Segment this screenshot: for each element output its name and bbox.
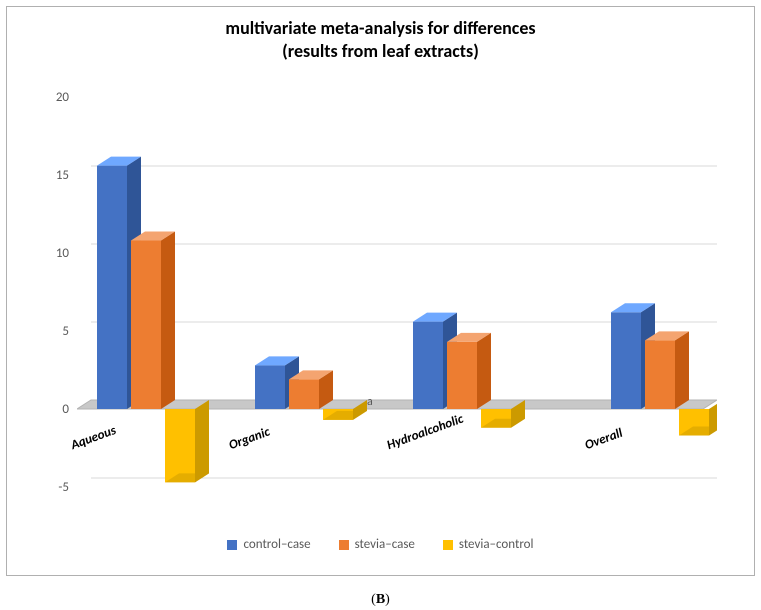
legend-swatch <box>443 540 453 550</box>
page-root: multivariate meta-analysis for differenc… <box>0 0 761 610</box>
y-tick-label: 20 <box>29 90 69 105</box>
y-tick-label: 0 <box>29 402 69 417</box>
legend-swatch <box>339 540 349 550</box>
figure-caption-letter: B <box>376 592 385 607</box>
y-tick-label: 15 <box>29 168 69 183</box>
legend-label: control–case <box>243 537 310 552</box>
legend: control–case stevia–case stevia–control <box>7 537 754 552</box>
y-tick-label: 10 <box>29 246 69 261</box>
chart-title: multivariate meta-analysis for differenc… <box>7 17 754 62</box>
y-tick-label: -5 <box>29 480 69 495</box>
chart-title-line1: multivariate meta-analysis for differenc… <box>7 17 754 40</box>
legend-label: stevia–case <box>355 537 415 552</box>
legend-label: stevia–control <box>459 537 534 552</box>
chart-card: multivariate meta-analysis for differenc… <box>6 6 755 576</box>
figure-caption: (B) <box>0 592 761 608</box>
y-tick-label: 5 <box>29 324 69 339</box>
data-annotation: a <box>367 395 373 409</box>
chart-title-line2: (results from leaf extracts) <box>7 40 754 63</box>
legend-item[interactable]: control–case <box>227 537 310 552</box>
legend-swatch <box>227 540 237 550</box>
legend-item[interactable]: stevia–case <box>339 537 415 552</box>
legend-item[interactable]: stevia–control <box>443 537 534 552</box>
